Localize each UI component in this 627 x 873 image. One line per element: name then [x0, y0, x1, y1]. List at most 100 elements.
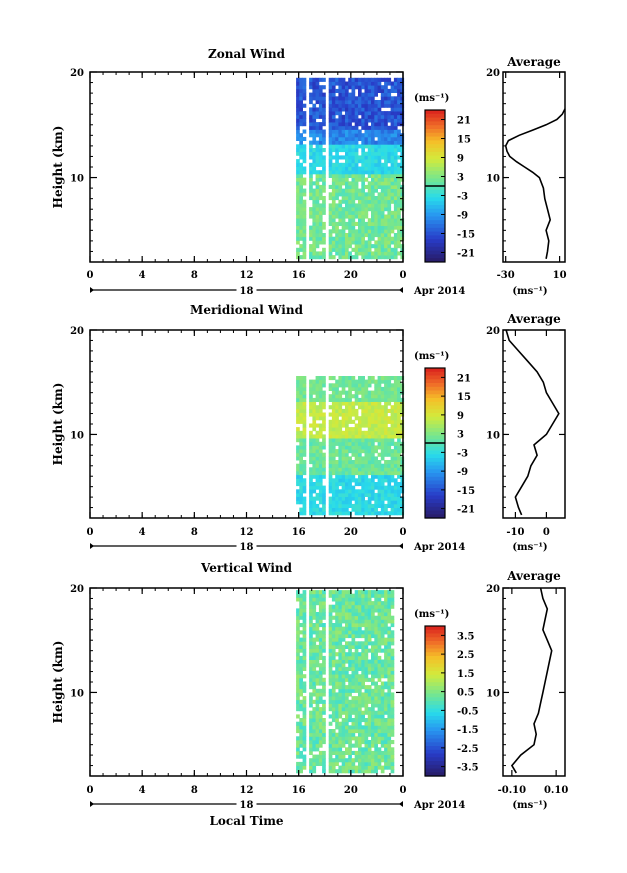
heatmap-cell [331, 412, 336, 417]
heatmap-cell [299, 140, 303, 145]
day-bar-marker [399, 543, 403, 549]
heatmap-cell [384, 449, 388, 454]
heatmap-cell [296, 81, 300, 86]
heatmap-cell [371, 394, 375, 399]
heatmap-cell [296, 474, 300, 479]
heatmap-cell [393, 181, 398, 186]
heatmap-cell [351, 718, 356, 723]
heatmap-cell [296, 456, 300, 461]
x-tick-label: 0 [400, 785, 407, 796]
heatmap-cell [387, 184, 392, 189]
heatmap-cell [348, 765, 352, 770]
heatmap-cell [315, 394, 320, 399]
heatmap-cell [384, 166, 388, 171]
heatmap-cell [312, 666, 317, 671]
heatmap-cell [302, 721, 307, 726]
heatmap-cell [351, 644, 356, 649]
heatmap-cell [296, 218, 300, 223]
heatmap-cell [299, 718, 303, 723]
heatmap-cell [331, 710, 336, 715]
heatmap-cell [309, 721, 313, 726]
heatmap-cell [374, 184, 378, 189]
heatmap-cell [354, 674, 359, 679]
heatmap-cell [318, 463, 323, 468]
heatmap-cell [387, 663, 392, 668]
heatmap-cell [384, 221, 388, 226]
heatmap-cell [384, 225, 388, 230]
heatmap-cell [377, 166, 382, 171]
heatmap-cell [351, 489, 356, 494]
heatmap-cell [380, 500, 385, 505]
heatmap-cell [367, 482, 372, 487]
heatmap-cell [299, 608, 303, 613]
heatmap-cell [387, 419, 392, 424]
heatmap-cell [338, 652, 343, 657]
heatmap-cell [312, 196, 317, 201]
heatmap-cell [309, 626, 313, 631]
heatmap-cell [315, 699, 320, 704]
heatmap-cell [390, 430, 395, 435]
heatmap-cell [331, 597, 336, 602]
heatmap-cell [299, 456, 303, 461]
heatmap-cell [393, 452, 398, 457]
heatmap-cell [361, 423, 365, 428]
heatmap-cell [387, 434, 392, 439]
heatmap-cell [328, 405, 333, 410]
heatmap-cell [318, 441, 323, 446]
heatmap-cell [377, 634, 382, 639]
heatmap-cell [380, 688, 385, 693]
heatmap-cell [377, 685, 382, 690]
heatmap-cell [328, 485, 333, 490]
heatmap-cell [371, 405, 375, 410]
heatmap-cell [299, 162, 303, 167]
heatmap-cell [387, 92, 392, 97]
heatmap-cell [348, 496, 352, 501]
heatmap-cell [318, 423, 323, 428]
heatmap-cell [312, 681, 317, 686]
heatmap-cell [351, 637, 356, 642]
heatmap-cell [374, 696, 378, 701]
heatmap-cell [374, 92, 378, 97]
heatmap-cell [341, 247, 346, 252]
heatmap-cell [358, 214, 362, 219]
heatmap-cell [322, 626, 326, 631]
heatmap-cell [345, 699, 349, 704]
heatmap-cell [387, 386, 392, 391]
heatmap-cell [299, 434, 303, 439]
heatmap-cell [331, 478, 336, 483]
colorbar-segment [425, 629, 445, 635]
heatmap-cell [309, 460, 313, 465]
heatmap-cell [315, 441, 320, 446]
heatmap-cell [318, 229, 323, 234]
heatmap-cell [384, 681, 388, 686]
heatmap-cell [358, 383, 362, 388]
heatmap-cell [364, 485, 369, 490]
heatmap-cell [393, 412, 398, 417]
heatmap-cell [299, 81, 303, 86]
heatmap-cell [351, 503, 356, 508]
heatmap-cell [364, 677, 369, 682]
heatmap-cell [302, 641, 307, 646]
heatmap-cell [302, 496, 307, 501]
heatmap-cell [387, 210, 392, 215]
heatmap-cell [364, 100, 369, 105]
heatmap-cell [318, 449, 323, 454]
heatmap-cell [315, 747, 320, 752]
heatmap-cell [309, 107, 313, 112]
heatmap-cell [384, 155, 388, 160]
heatmap-cell [390, 681, 395, 686]
heatmap-cell [361, 765, 365, 770]
heatmap-cell [351, 401, 356, 406]
heatmap-cell [318, 511, 323, 516]
heatmap-cell [364, 463, 369, 468]
heatmap-cell [309, 597, 313, 602]
heatmap-cell [315, 88, 320, 93]
heatmap-cell [318, 408, 323, 413]
heatmap-cell [345, 492, 349, 497]
heatmap-cell [371, 221, 375, 226]
heatmap-cell [390, 637, 395, 642]
heatmap-cell [384, 85, 388, 90]
heatmap-cell [331, 77, 336, 82]
heatmap-cell [312, 644, 317, 649]
heatmap-cell [361, 471, 365, 476]
